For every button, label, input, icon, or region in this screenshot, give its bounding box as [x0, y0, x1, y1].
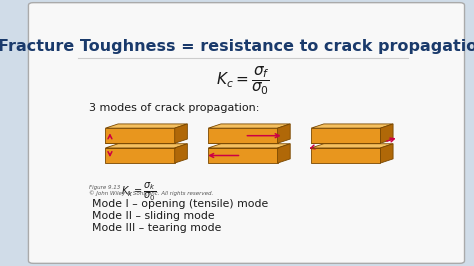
Polygon shape	[311, 148, 381, 163]
Text: Figure 9.13
© John Wiley & Sons, Inc. All rights reserved.: Figure 9.13 © John Wiley & Sons, Inc. Al…	[89, 185, 213, 196]
Polygon shape	[105, 144, 187, 148]
Polygon shape	[105, 124, 187, 128]
Polygon shape	[278, 144, 290, 163]
Polygon shape	[208, 124, 290, 128]
Text: Mode III – tearing mode: Mode III – tearing mode	[92, 223, 222, 232]
Polygon shape	[175, 144, 187, 163]
Text: Mode I – opening (tensile) mode: Mode I – opening (tensile) mode	[92, 199, 269, 209]
Polygon shape	[381, 124, 393, 143]
Polygon shape	[105, 128, 175, 143]
Polygon shape	[311, 144, 393, 148]
Polygon shape	[208, 128, 278, 143]
Polygon shape	[311, 128, 381, 143]
Polygon shape	[175, 124, 187, 143]
Text: Fracture Toughness = resistance to crack propagation: Fracture Toughness = resistance to crack…	[0, 39, 474, 54]
Polygon shape	[208, 148, 278, 163]
Polygon shape	[311, 124, 393, 128]
Text: 3 modes of crack propagation:: 3 modes of crack propagation:	[89, 103, 259, 113]
Polygon shape	[105, 148, 175, 163]
Text: Mode II – sliding mode: Mode II – sliding mode	[92, 211, 215, 221]
Text: $K_c = \dfrac{\sigma_f}{\sigma_0}$: $K_c = \dfrac{\sigma_f}{\sigma_0}$	[216, 65, 270, 97]
Polygon shape	[208, 144, 290, 148]
Polygon shape	[278, 124, 290, 143]
Polygon shape	[381, 144, 393, 163]
Text: $K_k = \dfrac{\sigma_k}{\sigma_0}$: $K_k = \dfrac{\sigma_k}{\sigma_0}$	[120, 180, 156, 203]
